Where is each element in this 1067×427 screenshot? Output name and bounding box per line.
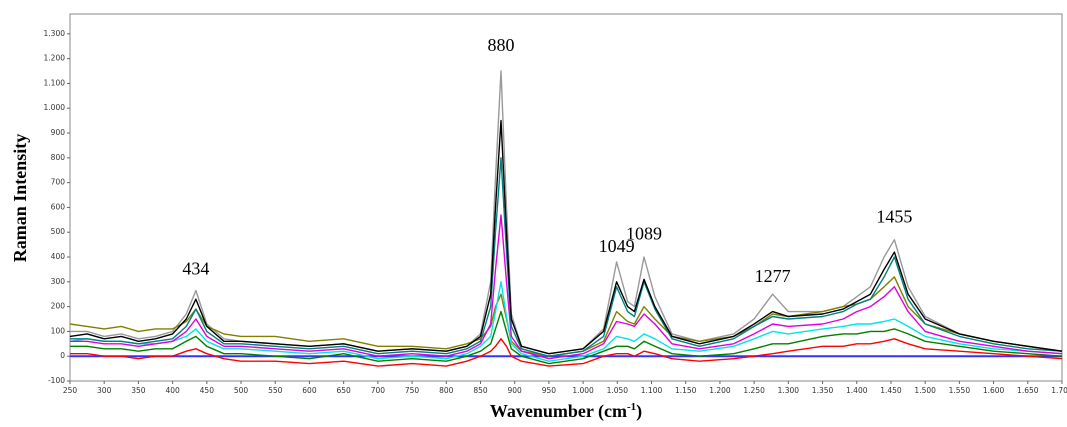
x-tick-label: 650 <box>336 386 351 395</box>
x-tick-label: 400 <box>165 386 180 395</box>
y-tick-label: 700 <box>51 178 66 187</box>
x-tick-label: 300 <box>97 386 112 395</box>
x-axis-title: Wavenumber (cm-1) <box>490 401 642 422</box>
x-tick-label: 1.050 <box>607 386 629 395</box>
x-tick-label: 450 <box>200 386 215 395</box>
x-tick-label: 550 <box>268 386 283 395</box>
x-tick-label: 1.200 <box>709 386 731 395</box>
peak-label: 1049 <box>599 236 635 256</box>
y-tick-label: 400 <box>51 252 66 261</box>
x-axis-title-end: ) <box>636 401 642 422</box>
y-tick-label: 500 <box>51 227 66 236</box>
x-tick-label: 1.450 <box>880 386 902 395</box>
peak-label: 1455 <box>876 206 912 226</box>
x-tick-label: 950 <box>542 386 557 395</box>
y-tick-label: 1.000 <box>44 103 66 112</box>
x-tick-label: 1.300 <box>778 386 800 395</box>
x-axis-title-sup: -1 <box>627 401 636 413</box>
x-tick-label: 500 <box>234 386 249 395</box>
x-tick-label: 1.350 <box>812 386 834 395</box>
y-tick-label: -100 <box>48 376 65 385</box>
x-tick-label: 1.100 <box>641 386 663 395</box>
x-tick-label: 600 <box>302 386 317 395</box>
y-tick-label: 800 <box>51 153 66 162</box>
x-tick-label: 1.600 <box>983 386 1005 395</box>
y-tick-label: 1.200 <box>44 54 66 63</box>
y-tick-label: 300 <box>51 277 66 286</box>
x-tick-label: 850 <box>473 386 488 395</box>
x-tick-label: 1.400 <box>846 386 868 395</box>
spectrum-line <box>70 338 1063 367</box>
x-tick-label: 350 <box>131 386 146 395</box>
spectrum-line <box>69 281 1063 362</box>
y-axis-title: Raman Intensity <box>10 134 30 263</box>
x-tick-label: 250 <box>63 386 78 395</box>
x-tick-label: 800 <box>439 386 454 395</box>
peak-label: 1089 <box>626 224 662 244</box>
peak-label: 434 <box>182 258 209 278</box>
x-tick-label: 1.150 <box>675 386 697 395</box>
y-tick-label: 1.100 <box>44 78 66 87</box>
spectrum-line <box>69 119 1063 355</box>
x-tick-label: 700 <box>371 386 386 395</box>
y-tick-label: 0 <box>60 351 65 360</box>
x-tick-label: 1.700 <box>1051 386 1067 395</box>
peak-label: 1277 <box>755 266 791 286</box>
x-tick-label: 1.650 <box>1017 386 1039 395</box>
x-tick-label: 900 <box>508 386 523 395</box>
x-tick-label: 750 <box>405 386 420 395</box>
y-tick-label: 600 <box>51 202 66 211</box>
spectrum-line <box>70 157 1063 357</box>
y-tick-label: 900 <box>51 128 66 137</box>
spectrum-line <box>70 214 1063 360</box>
x-axis-title-text: Wavenumber (cm <box>490 401 627 422</box>
y-tick-label: 1.300 <box>44 29 66 38</box>
y-tick-label: 200 <box>51 302 66 311</box>
peak-label: 880 <box>488 35 515 55</box>
x-tick-label: 1.500 <box>914 386 936 395</box>
x-tick-label: 1.000 <box>572 386 594 395</box>
y-tick-label: 100 <box>51 326 66 335</box>
x-tick-label: 1.250 <box>743 386 765 395</box>
x-tick-label: 1.550 <box>949 386 971 395</box>
spectrum-line <box>70 310 1063 365</box>
plot-frame <box>69 13 1063 382</box>
